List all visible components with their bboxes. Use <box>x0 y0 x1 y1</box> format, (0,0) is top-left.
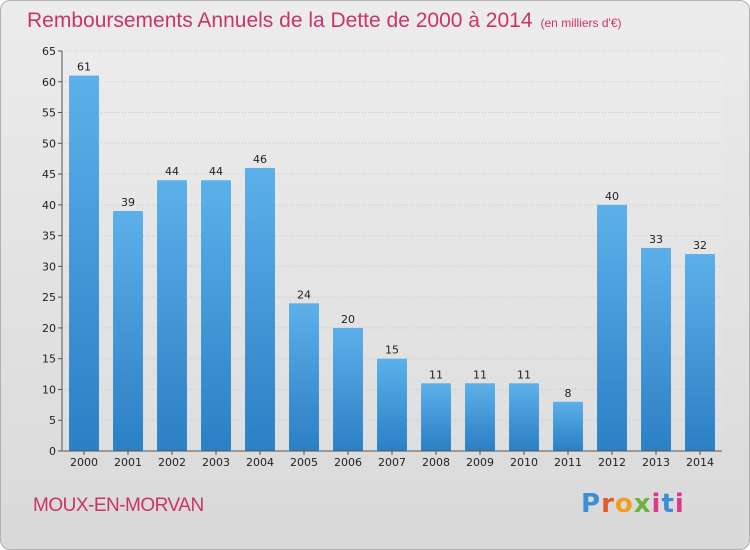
x-tick-label-2006: 2006 <box>334 456 362 469</box>
y-tick-label: 55 <box>42 107 56 120</box>
y-tick-label: 10 <box>42 383 56 396</box>
data-label-2001: 39 <box>121 196 135 209</box>
data-label-2013: 33 <box>649 233 663 246</box>
bar-2010 <box>509 383 539 451</box>
y-tick-label: 20 <box>42 322 56 335</box>
bar-2004 <box>245 167 275 451</box>
bar-2012 <box>597 204 627 451</box>
chart-unit: (en milliers d'€) <box>540 16 622 30</box>
bar-2007 <box>377 358 407 451</box>
bar-2006 <box>333 327 363 451</box>
x-tick-label-2000: 2000 <box>70 456 98 469</box>
x-tick-label-2008: 2008 <box>422 456 450 469</box>
data-label-2009: 11 <box>473 368 487 381</box>
bars <box>69 75 715 451</box>
y-tick-label: 0 <box>49 445 56 458</box>
bar-2005 <box>289 303 319 451</box>
bar-2008 <box>421 383 451 451</box>
y-tick-label: 5 <box>49 414 56 427</box>
data-label-2010: 11 <box>517 368 531 381</box>
commune-name: MOUX-EN-MORVAN <box>33 495 204 516</box>
bar-2013 <box>641 247 671 451</box>
y-tick-label: 65 <box>42 45 56 58</box>
data-label-2002: 44 <box>165 165 179 178</box>
proxiti-logo: Proxiti <box>581 489 685 519</box>
bar-2001 <box>113 211 143 451</box>
y-tick-label: 15 <box>42 353 56 366</box>
chart-title-text: Remboursements Annuels de la Dette de 20… <box>27 9 533 32</box>
data-label-2005: 24 <box>297 288 311 301</box>
y-tick-label: 45 <box>42 168 56 181</box>
bar-2003 <box>201 180 231 451</box>
data-label-2006: 20 <box>341 313 355 326</box>
y-tick-label: 60 <box>42 76 56 89</box>
y-tick-label: 40 <box>42 199 56 212</box>
y-tick-label: 25 <box>42 291 56 304</box>
x-tick-label-2011: 2011 <box>554 456 582 469</box>
x-tick-label-2005: 2005 <box>290 456 318 469</box>
data-label-2000: 61 <box>77 61 91 74</box>
x-tick-label-2003: 2003 <box>202 456 230 469</box>
x-axis: 2000 2001 2002 2003 2004 2005 2006 2007 2008 2009… <box>62 450 722 469</box>
data-label-2011: 8 <box>565 387 572 400</box>
x-tick-label-2001: 2001 <box>114 456 142 469</box>
x-tick-label-2013: 2013 <box>642 456 670 469</box>
bar-2011 <box>553 401 583 451</box>
x-tick-label-2014: 2014 <box>686 456 714 469</box>
data-labels: 61 39 44 44 46 24 20 15 11 11 11 8 40 33 32 <box>77 61 707 400</box>
bar-2002 <box>157 180 187 451</box>
y-tick-label: 50 <box>42 137 56 150</box>
bar-2014 <box>685 254 715 451</box>
data-label-2007: 15 <box>385 344 399 357</box>
y-tick-label: 30 <box>42 260 56 273</box>
chart-title: Remboursements Annuels de la Dette de 20… <box>27 9 622 33</box>
data-label-2008: 11 <box>429 368 443 381</box>
data-label-2014: 32 <box>693 239 707 252</box>
x-tick-label-2002: 2002 <box>158 456 186 469</box>
data-label-2003: 44 <box>209 165 223 178</box>
x-tick-label-2004: 2004 <box>246 456 274 469</box>
x-tick-label-2012: 2012 <box>598 456 626 469</box>
bar-2000 <box>69 75 99 451</box>
x-tick-label-2009: 2009 <box>466 456 494 469</box>
data-label-2004: 46 <box>253 153 267 166</box>
y-tick-label: 35 <box>42 230 56 243</box>
x-tick-label-2007: 2007 <box>378 456 406 469</box>
bar-2009 <box>465 383 495 451</box>
x-tick-label-2010: 2010 <box>510 456 538 469</box>
y-axis: 0 5 10 15 20 25 30 35 40 45 50 55 60 65 <box>42 45 63 458</box>
data-label-2012: 40 <box>605 190 619 203</box>
